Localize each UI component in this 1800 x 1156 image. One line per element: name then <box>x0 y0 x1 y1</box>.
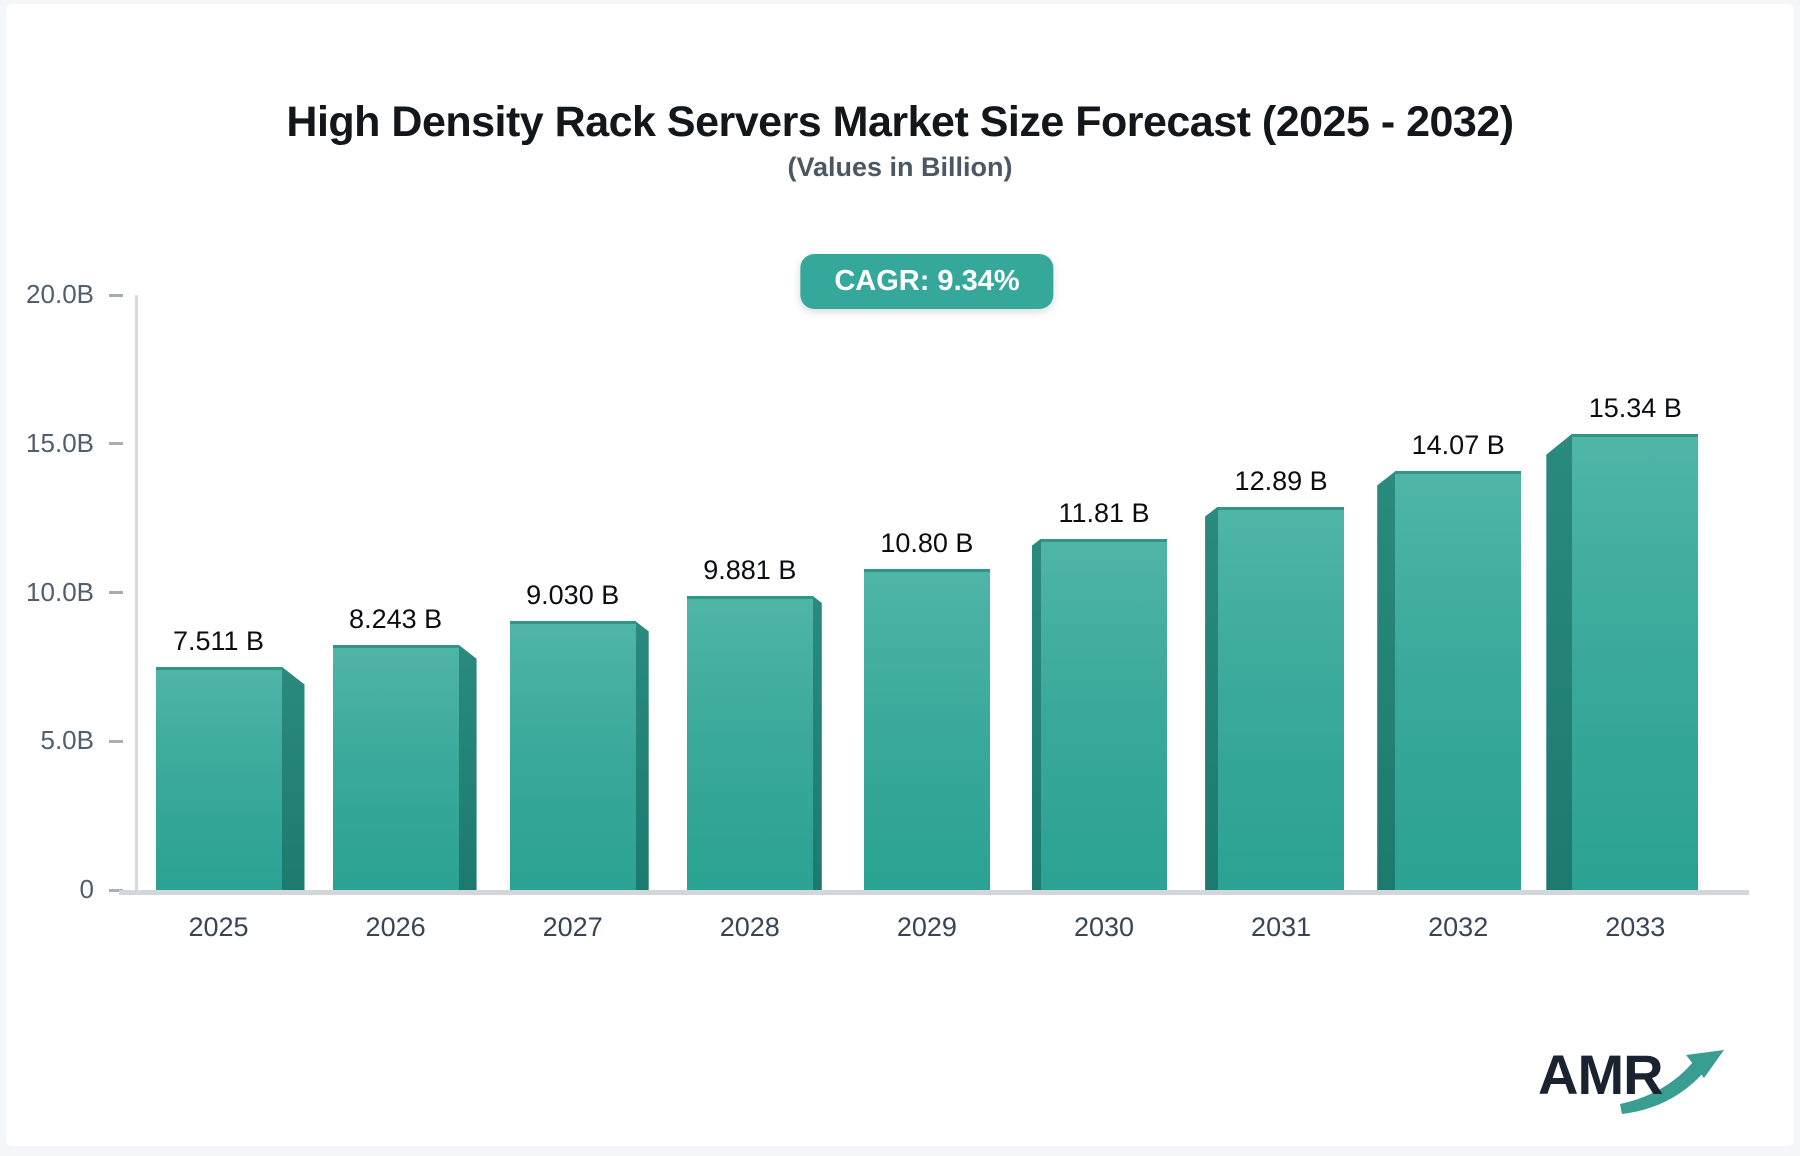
chart-subtitle: (Values in Billion) <box>787 152 1013 182</box>
x-axis-label-2029: 2029 <box>896 912 957 942</box>
cagr-badge: CAGR: 9.34% <box>800 254 1054 309</box>
bar-side-face <box>635 621 649 890</box>
chart-title: High Density Rack Servers Market Size Fo… <box>286 98 1514 146</box>
y-axis-tick <box>109 293 123 297</box>
bar-side-face <box>1377 471 1396 890</box>
bar-value-label: 8.243 B <box>349 603 443 634</box>
y-axis-tick <box>109 442 123 446</box>
y-axis-tick-label: 0 <box>79 874 94 904</box>
amr-logo: AMR <box>1538 1042 1724 1122</box>
bar-value-label: 7.511 B <box>172 625 265 656</box>
growth-arrow-icon <box>1620 1050 1724 1114</box>
x-axis-label-2026: 2026 <box>365 912 426 942</box>
bar-side-face <box>281 666 305 890</box>
bar-2029 <box>863 568 990 890</box>
y-axis-tick <box>109 591 123 594</box>
chart-card: High Density Rack Servers Market Size Fo… <box>6 4 1794 1146</box>
bar-value-label: 15.34 B <box>1588 392 1682 423</box>
x-axis-label-2031: 2031 <box>1251 912 1312 942</box>
y-axis-tick-label: 20.0B <box>26 279 94 309</box>
bar-side-face <box>1546 433 1573 890</box>
bar-value-label: 10.80 B <box>880 527 974 558</box>
bar-side-face <box>1205 506 1219 890</box>
bar-side-face <box>458 644 477 890</box>
bar-2027 <box>509 621 636 890</box>
y-axis-tick <box>109 888 123 892</box>
x-axis-label-2032: 2032 <box>1428 912 1489 942</box>
y-axis-tick-label: 10.0B <box>26 576 94 607</box>
x-axis-label-2033: 2033 <box>1605 912 1666 942</box>
x-axis-label-2030: 2030 <box>1073 912 1135 942</box>
x-axis-line <box>119 890 1749 895</box>
x-axis-label-2025: 2025 <box>188 912 249 942</box>
bar-side-face <box>812 596 822 890</box>
bar-2026 <box>332 644 459 890</box>
amr-logo-text: AMR <box>1538 1043 1664 1106</box>
bar-2031 <box>1218 506 1345 890</box>
y-axis-tick-label: 5.0B <box>40 725 95 756</box>
bar-side-face <box>1032 538 1041 890</box>
bar-2030 <box>1041 538 1167 890</box>
bar-value-label: 9.030 B <box>526 580 620 611</box>
bar-value-label: 14.07 B <box>1411 430 1505 461</box>
y-axis-tick-label: 15.0B <box>26 427 94 458</box>
x-axis-label-2027: 2027 <box>542 912 603 942</box>
bar-chart-plot-area: 0 5.0B 10.0B 15.0B 20.0B 7.511 B 2025 8.243 B 20… <box>26 279 1749 942</box>
bar-2028 <box>686 596 813 890</box>
bar-2033 <box>1572 433 1699 890</box>
bar-value-label: 12.89 B <box>1234 465 1328 496</box>
bar-2025 <box>155 666 282 890</box>
bar-value-label: 9.881 B <box>703 555 797 586</box>
y-axis-line <box>135 295 138 895</box>
y-axis-tick <box>109 739 123 743</box>
x-axis-label-2028: 2028 <box>719 912 780 942</box>
bar-value-label: 11.81 B <box>1058 497 1150 528</box>
bar-2032 <box>1395 471 1522 890</box>
